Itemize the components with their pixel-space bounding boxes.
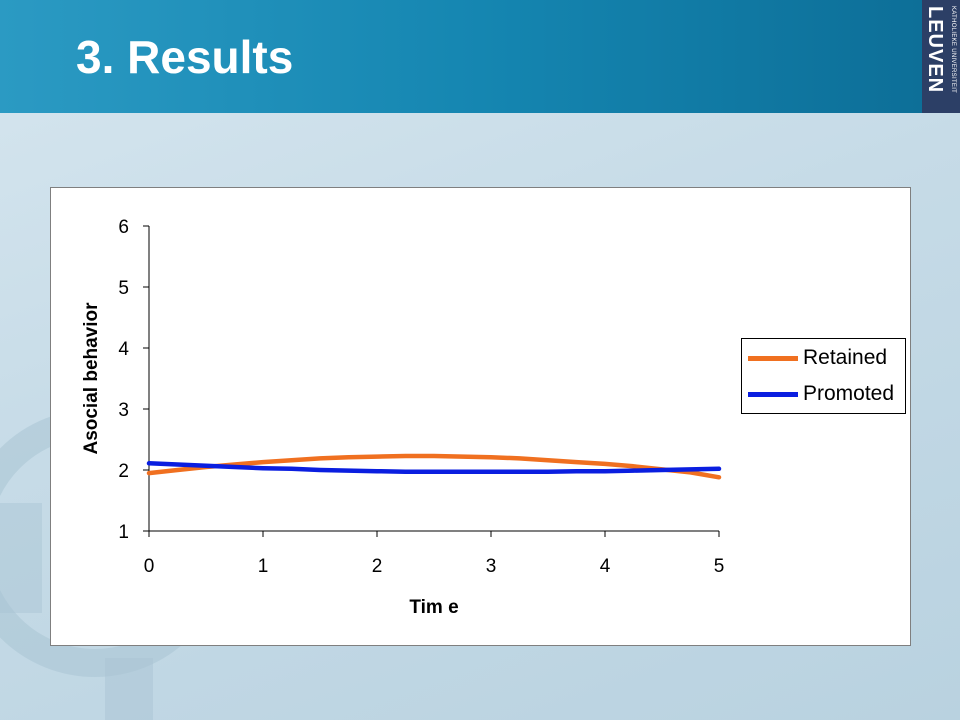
series-line-retained (146, 453, 722, 480)
y-tick-label: 1 (118, 522, 129, 543)
legend-item-retained: Retained (748, 343, 904, 373)
x-axis-title: Tim e (409, 597, 458, 618)
y-tick-label: 2 (118, 461, 129, 482)
legend-item-promoted: Promoted (748, 379, 904, 409)
y-tick-label: 6 (118, 217, 129, 238)
x-tick-label: 0 (144, 556, 155, 577)
y-axis-title: Asocial behavior (81, 302, 102, 455)
legend-label-retained: Retained (803, 346, 888, 369)
x-tick-label: 3 (486, 556, 497, 577)
series-line-promoted (146, 461, 722, 475)
logo-sub-text: KATHOLIEKE UNIVERSITEIT (950, 6, 956, 94)
slide-header: 3. Results LEUVEN KATHOLIEKE UNIVERSITEI… (0, 0, 960, 113)
slide-title: 3. Results (76, 31, 294, 83)
chart-series-layer (146, 453, 722, 480)
logo-main-text: LEUVEN (924, 6, 946, 94)
y-tick-label: 3 (118, 400, 129, 421)
x-tick-label: 1 (258, 556, 269, 577)
legend-swatch-retained (748, 356, 798, 361)
x-tick-label: 2 (372, 556, 383, 577)
legend-swatch-promoted (748, 392, 798, 397)
x-tick-label: 4 (600, 556, 611, 577)
legend-label-promoted: Promoted (803, 382, 895, 405)
university-logo: LEUVEN KATHOLIEKE UNIVERSITEIT (922, 0, 960, 113)
y-tick-label: 4 (118, 339, 129, 360)
chart-legend: Retained Promoted (741, 338, 906, 414)
y-tick-label: 5 (118, 278, 129, 299)
x-tick-label: 5 (714, 556, 725, 577)
